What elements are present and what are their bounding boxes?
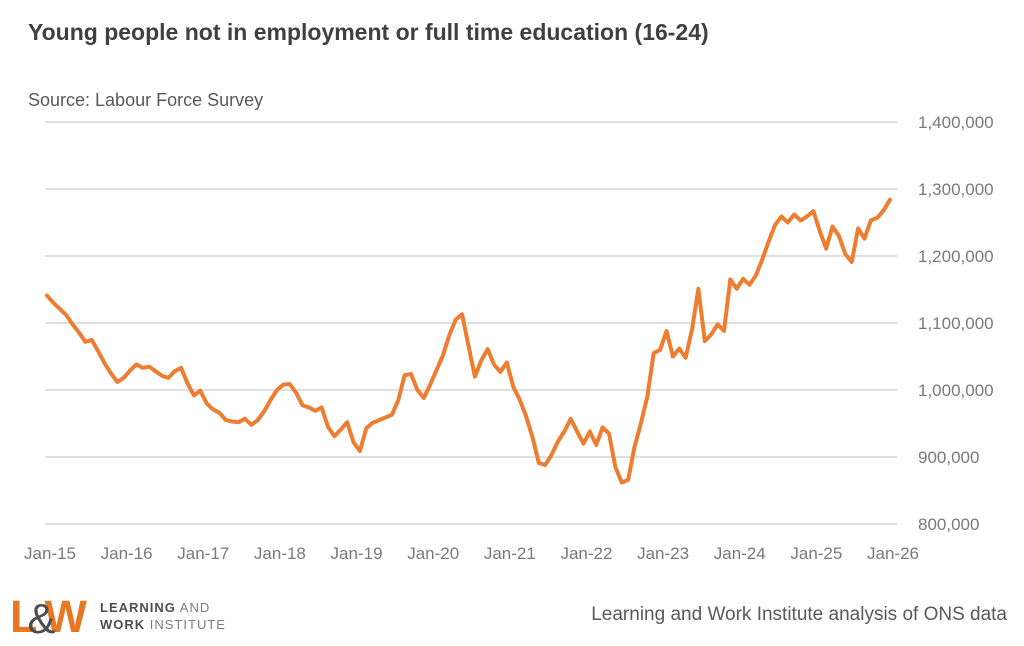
lw-logo-mark: L & W	[10, 591, 87, 642]
x-axis-label: Jan-15	[24, 544, 76, 563]
x-axis-label: Jan-18	[254, 544, 306, 563]
lw-logo: L & W LEARNING AND WORK INSTITUTE	[10, 594, 226, 639]
logo-wordmark: LEARNING AND WORK INSTITUTE	[100, 600, 226, 634]
y-axis-label: 1,000,000	[918, 381, 994, 400]
attribution-text: Learning and Work Institute analysis of …	[591, 604, 1007, 625]
x-axis-label: Jan-24	[714, 544, 766, 563]
x-axis-label: Jan-19	[331, 544, 383, 563]
x-axis-label: Jan-20	[407, 544, 459, 563]
logo-letter-w: W	[44, 591, 87, 642]
x-axis-label: Jan-25	[790, 544, 842, 563]
neet-line-chart: 1,400,000 1,300,000 1,200,000 1,100,000 1,00…	[24, 113, 994, 563]
x-axis-label: Jan-26	[867, 544, 919, 563]
x-axis-label: Jan-21	[484, 544, 536, 563]
logo-letter-l: L	[10, 591, 37, 642]
logo-wordmark-line2: WORK INSTITUTE	[100, 616, 226, 632]
y-axis-label: 800,000	[918, 515, 979, 534]
chart-source-label: Source: Labour Force Survey	[28, 90, 264, 110]
x-axis-label: Jan-17	[177, 544, 229, 563]
y-axis-label: 1,100,000	[918, 314, 994, 333]
x-axis-label: Jan-23	[637, 544, 689, 563]
footer: L & W LEARNING AND WORK INSTITUTE Learni…	[0, 592, 1024, 646]
data-series-line	[45, 197, 892, 485]
logo-ampersand: &	[27, 594, 56, 642]
y-axis-label: 900,000	[918, 448, 979, 467]
logo-wordmark-line1: LEARNING AND	[100, 599, 211, 615]
y-axis-label: 1,400,000	[918, 113, 994, 132]
chart-title: Young people not in employment or full t…	[28, 19, 709, 45]
y-axis-label: 1,300,000	[918, 180, 994, 199]
x-axis-label: Jan-16	[101, 544, 153, 563]
y-axis-label: 1,200,000	[918, 247, 994, 266]
x-axis-label: Jan-22	[560, 544, 612, 563]
